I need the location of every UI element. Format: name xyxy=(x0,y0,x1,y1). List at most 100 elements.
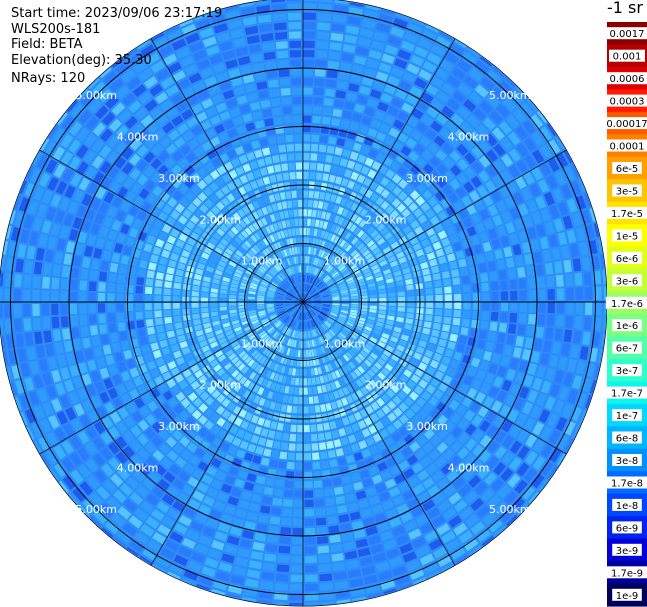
ppi-gate xyxy=(206,332,215,339)
ppi-gate xyxy=(175,456,187,468)
ppi-gate xyxy=(171,115,184,127)
ppi-gate xyxy=(406,231,416,240)
ppi-gate xyxy=(209,9,223,16)
ppi-gate xyxy=(315,517,327,526)
ppi-gate xyxy=(136,209,148,221)
ppi-gate xyxy=(262,238,270,246)
ppi-gate xyxy=(178,470,191,482)
ppi-gate xyxy=(117,186,129,199)
ppi-gate xyxy=(263,419,272,428)
ppi-gate xyxy=(51,369,62,383)
ppi-gate xyxy=(197,461,209,472)
ppi-gate xyxy=(126,546,140,557)
ppi-gate xyxy=(444,434,456,446)
ppi-gate xyxy=(291,257,295,265)
ppi-gate xyxy=(404,31,419,44)
ppi-gate xyxy=(274,264,280,272)
ppi-gate xyxy=(388,306,396,312)
ppi-gate xyxy=(309,237,313,245)
ppi-gate xyxy=(235,508,247,519)
ppi-gate xyxy=(540,443,554,458)
ppi-gate xyxy=(393,246,402,254)
ppi-gate xyxy=(294,302,302,305)
ppi-gate xyxy=(171,177,182,189)
ppi-gate xyxy=(357,154,367,164)
ppi-gate xyxy=(479,434,492,448)
ppi-gate xyxy=(295,330,299,339)
ppi-gate xyxy=(311,339,315,347)
ppi-gate xyxy=(311,307,319,313)
ppi-gate xyxy=(402,267,411,275)
ppi-gate xyxy=(274,403,282,412)
ppi-gate xyxy=(15,258,24,273)
ppi-gate xyxy=(107,313,116,323)
ppi-gate xyxy=(173,136,186,149)
ppi-gate xyxy=(369,290,377,295)
ppi-gate xyxy=(120,393,132,405)
ppi-gate xyxy=(172,296,180,302)
ppi-gate xyxy=(406,284,414,291)
ppi-gate xyxy=(231,340,239,348)
ppi-gate xyxy=(396,280,404,287)
ppi-gate xyxy=(432,492,446,505)
ppi-gate xyxy=(594,364,600,379)
ppi-gate xyxy=(334,0,349,5)
ppi-gate xyxy=(462,98,477,112)
ppi-gate xyxy=(113,489,127,504)
ppi-gate xyxy=(329,285,337,290)
ppi-gate xyxy=(457,447,470,460)
ppi-gate xyxy=(242,16,257,26)
ppi-gate xyxy=(387,310,396,316)
ppi-gate xyxy=(385,319,394,326)
ppi-gate xyxy=(244,356,252,365)
ppi-gate xyxy=(159,257,168,266)
ppi-gate xyxy=(437,414,448,426)
ppi-gate xyxy=(258,437,267,446)
ppi-gate xyxy=(277,354,283,363)
ppi-gate xyxy=(392,565,407,577)
ppi-gate xyxy=(79,481,94,496)
ppi-gate xyxy=(90,223,101,236)
ppi-gate xyxy=(244,520,256,531)
ppi-gate xyxy=(134,107,148,121)
ppi-gate xyxy=(400,511,414,523)
ppi-gate xyxy=(380,93,393,104)
ppi-gate xyxy=(393,326,402,333)
ppi-gate xyxy=(524,154,537,169)
ppi-gate xyxy=(370,229,379,238)
ppi-gate xyxy=(209,256,218,264)
ppi-gate xyxy=(261,378,269,387)
ppi-gate xyxy=(284,259,289,267)
ppi-gate xyxy=(230,77,243,87)
ppi-gate xyxy=(276,564,290,573)
ppi-gate xyxy=(131,248,141,259)
ppi-gate xyxy=(445,120,458,133)
ppi-gate xyxy=(289,171,296,180)
ppi-gate xyxy=(562,215,573,230)
ppi-gate xyxy=(252,110,263,120)
ppi-gate xyxy=(192,490,205,502)
ppi-gate xyxy=(423,274,432,282)
ppi-gate xyxy=(388,486,401,498)
ppi-gate xyxy=(566,302,574,315)
ppi-gate xyxy=(286,268,291,276)
ppi-gate xyxy=(313,299,321,301)
ppi-gate xyxy=(387,358,397,367)
ppi-gate xyxy=(251,140,261,150)
ppi-gate xyxy=(386,389,396,399)
ppi-gate xyxy=(464,490,478,504)
ppi-gate xyxy=(450,440,463,453)
ppi-gate xyxy=(354,216,363,225)
ppi-gate xyxy=(269,328,276,335)
ppi-gate xyxy=(303,303,307,311)
ppi-gate xyxy=(148,471,161,484)
ppi-gate xyxy=(196,58,211,70)
ppi-gate xyxy=(197,89,210,101)
ppi-gate xyxy=(289,593,303,601)
ppi-gate xyxy=(369,302,378,306)
ppi-gate xyxy=(298,284,301,292)
ppi-gate xyxy=(337,206,344,215)
ppi-gate xyxy=(125,294,134,302)
range-ring-label: 3.00km xyxy=(158,172,200,185)
ppi-gate xyxy=(165,422,177,434)
